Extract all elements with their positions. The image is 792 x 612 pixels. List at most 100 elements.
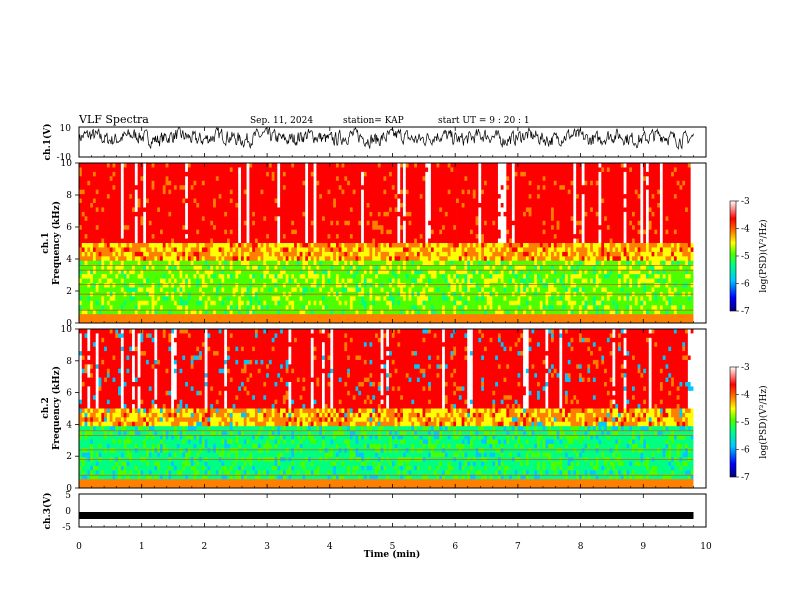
spectrogram-cell — [372, 238, 376, 244]
spectrogram-cell — [419, 247, 423, 253]
spectrogram-cell — [316, 220, 320, 226]
spectrogram-cell — [199, 300, 203, 306]
spectrogram-cell — [347, 309, 351, 315]
spectrogram-cell — [109, 309, 113, 315]
spectrogram-cell — [126, 216, 130, 222]
spectrogram-cell — [282, 180, 287, 186]
spectrogram-cell — [81, 300, 85, 306]
spectrogram-cell — [464, 203, 468, 208]
spectrogram-cell — [288, 229, 292, 235]
spectrogram-cell — [90, 238, 94, 244]
spectrogram-cell — [405, 189, 409, 195]
spectrogram-cell — [397, 171, 401, 177]
spectrogram-cell — [400, 278, 404, 284]
spectrogram-cell — [338, 203, 342, 208]
spectrogram-cell — [425, 269, 429, 275]
spectrogram-cell — [84, 314, 88, 319]
spectrogram-cell — [140, 225, 144, 231]
spectrogram-cell — [79, 176, 83, 182]
spectrogram-cell — [257, 287, 261, 293]
spectrogram-cell — [123, 171, 127, 177]
spectrogram-cell — [400, 167, 404, 173]
spectrogram-cell — [106, 251, 111, 257]
spectrogram-cell — [140, 189, 144, 195]
spectrogram-cell — [98, 287, 102, 293]
spectrogram-cell — [442, 198, 446, 204]
spectrogram-cell — [414, 309, 418, 315]
spectrogram-cell — [173, 234, 178, 239]
spectrogram-cell — [305, 318, 309, 324]
spectrogram-cell — [146, 185, 150, 191]
spectrogram-cell — [282, 225, 287, 231]
spectrogram-cell — [282, 203, 287, 208]
spectrogram-cell — [129, 274, 133, 279]
spectrogram-cell — [271, 207, 275, 213]
spectrogram-cell — [425, 314, 429, 319]
spectrogram-cell — [308, 211, 312, 217]
spectrogram-cell — [126, 243, 130, 248]
spectrogram-cell — [400, 176, 404, 182]
spectrogram-cell — [280, 211, 284, 217]
spectrogram-cell — [274, 171, 278, 177]
spectrogram-cell — [179, 287, 183, 293]
spectrogram-cell — [436, 185, 440, 191]
spectrogram-cell — [358, 256, 362, 262]
spectrogram-cell — [190, 256, 194, 262]
spectrogram-cell — [165, 305, 169, 311]
spectrogram-cell — [450, 269, 454, 275]
spectrogram-cell — [405, 216, 409, 222]
spectrogram-cell — [246, 265, 250, 271]
spectrogram-cell — [221, 309, 225, 315]
spectrogram-cell — [254, 318, 259, 324]
spectrogram-cell — [341, 189, 345, 195]
spectrogram-cell — [260, 309, 264, 315]
spectrogram-cell — [129, 243, 133, 248]
spectrogram-cell — [263, 314, 267, 319]
spectrogram-cell — [171, 163, 175, 168]
spectrogram-cell — [389, 207, 393, 213]
spectrogram-cell — [352, 269, 356, 275]
spectrogram-cell — [134, 234, 139, 239]
spectrogram-cell — [95, 247, 99, 253]
spectrogram-cell — [355, 274, 359, 279]
ch1-spectrogram-image — [79, 163, 706, 324]
spectrogram-cell — [400, 216, 404, 222]
spectrogram-cell — [380, 314, 384, 319]
spectrogram-cell — [383, 171, 387, 177]
spectrogram-cell — [400, 314, 404, 319]
spectrogram-cell — [196, 163, 200, 168]
spectrogram-cell — [461, 176, 465, 182]
spectrogram-cell — [215, 283, 220, 288]
spectrogram-cell — [190, 300, 194, 306]
spectrogram-cell — [414, 296, 418, 302]
spectrogram-cell — [285, 185, 289, 191]
spectrogram-cell — [207, 185, 211, 191]
spectrogram-cell — [81, 247, 85, 253]
spectrogram-cell — [294, 309, 298, 315]
spectrogram-cell — [308, 283, 312, 288]
spectrogram-cell — [428, 251, 432, 257]
spectrogram-cell — [321, 211, 326, 217]
spectrogram-cell — [324, 247, 328, 253]
spectrogram-cell — [400, 163, 404, 168]
spectrogram-cell — [308, 167, 312, 173]
spectrogram-cell — [263, 260, 267, 266]
spectrogram-cell — [394, 269, 398, 275]
spectrogram-cell — [363, 220, 368, 226]
spectrogram-cell — [224, 171, 228, 177]
spectrogram-cell — [162, 247, 166, 253]
spectrogram-cell — [414, 238, 418, 244]
spectrogram-cell — [335, 274, 340, 279]
spectrogram-cell — [333, 287, 337, 293]
spectrogram-cell — [391, 260, 396, 266]
spectrogram-cell — [355, 198, 359, 204]
spectrogram-cell — [249, 274, 253, 279]
spectrogram-cell — [319, 171, 323, 177]
spectrogram-cell — [453, 243, 457, 248]
spectrogram-cell — [238, 243, 242, 248]
spectrogram-cell — [98, 185, 102, 191]
spectrogram-cell — [179, 180, 183, 186]
spectrogram-cell — [235, 189, 239, 195]
spectrogram-cell — [397, 296, 401, 302]
spectrogram-cell — [81, 225, 85, 231]
